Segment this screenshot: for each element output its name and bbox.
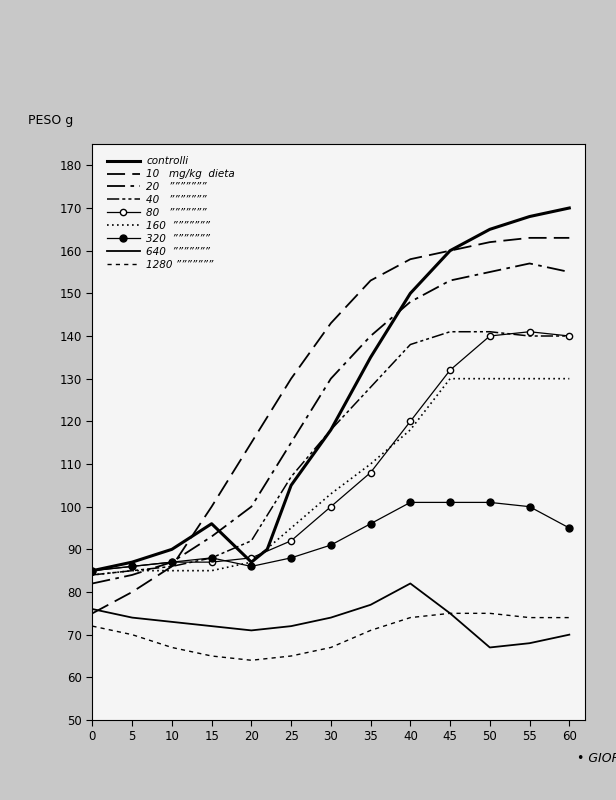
Text: PESO g: PESO g	[28, 114, 73, 126]
Legend: controlli, 10   mg/kg  dieta, 20   ”””””””, 40   ”””””””, 80   ”””””””, 160  ”””: controlli, 10 mg/kg dieta, 20 ”””””””, 4…	[102, 152, 239, 274]
X-axis label: • GIORNI: • GIORNI	[577, 752, 616, 765]
